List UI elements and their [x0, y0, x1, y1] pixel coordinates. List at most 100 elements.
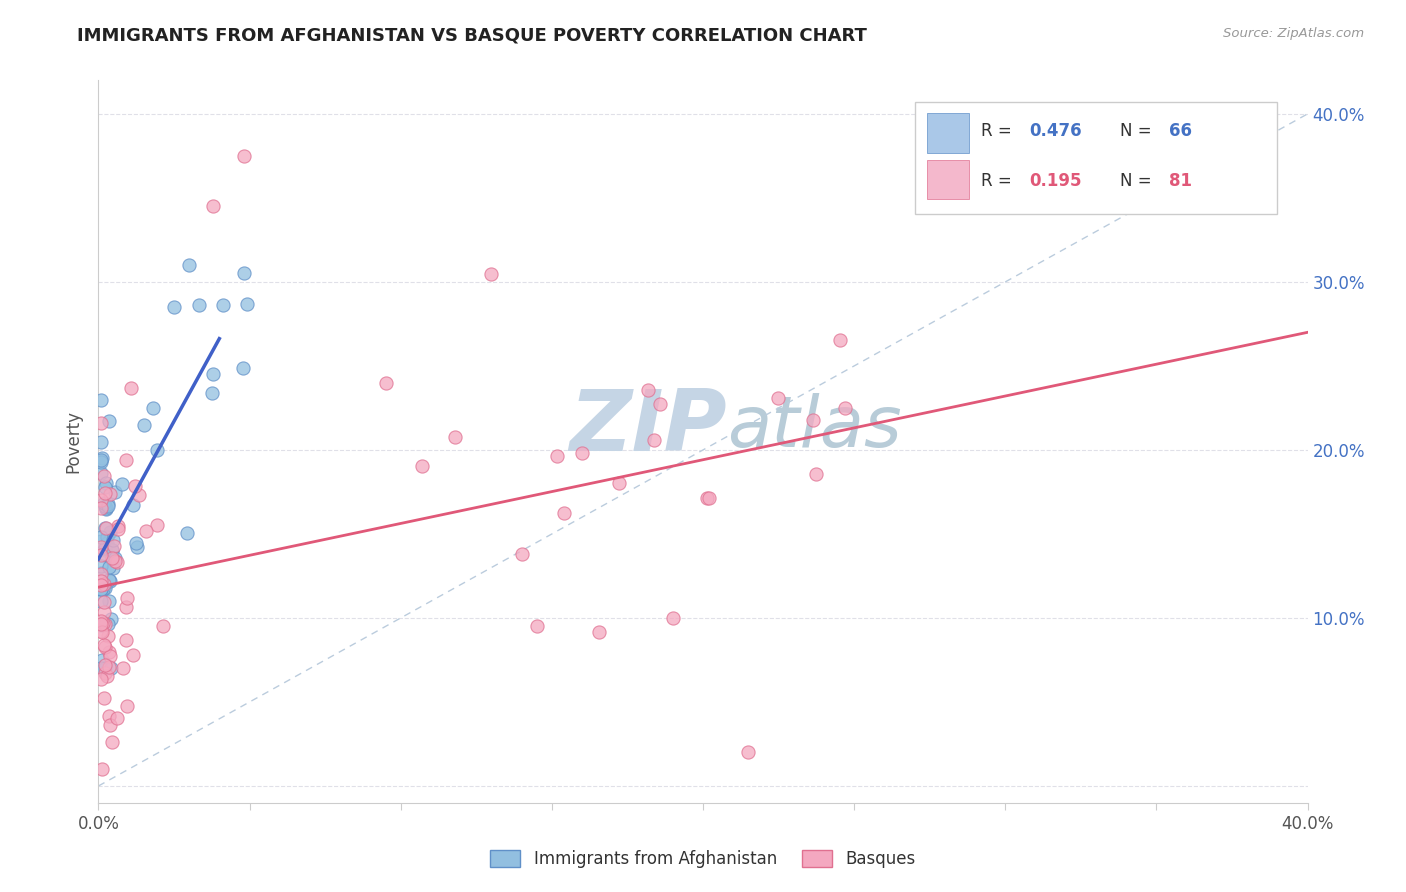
Point [90, 574, 112, 588]
Point [93, 486, 115, 500]
Point [90, 566, 112, 581]
Point [100, 612, 122, 626]
Point [94, 500, 117, 515]
Point [803, 413, 825, 427]
Point [90, 661, 112, 675]
Point [607, 475, 630, 490]
Text: 81: 81 [1168, 172, 1191, 190]
Point [94, 661, 117, 675]
Point [91, 582, 114, 597]
Point [98, 560, 121, 574]
Point [236, 297, 259, 311]
Point [697, 491, 720, 505]
Point [93, 638, 115, 652]
Point [105, 711, 128, 725]
Point [98, 718, 121, 732]
Point [93, 605, 115, 619]
Point [94, 541, 117, 556]
Point [696, 491, 718, 506]
Point [101, 542, 124, 557]
Point [571, 446, 593, 460]
Point [103, 539, 125, 553]
Point [93, 666, 115, 681]
Point [90, 617, 112, 632]
Point [125, 535, 148, 549]
Point [94, 658, 117, 673]
Point [163, 300, 186, 314]
Point [90, 548, 112, 562]
Point [97, 594, 120, 608]
Point [90, 582, 112, 596]
Point [97, 629, 120, 643]
Text: Source: ZipAtlas.com: Source: ZipAtlas.com [1223, 27, 1364, 40]
Point [120, 381, 142, 395]
Point [187, 298, 209, 312]
Point [834, 401, 856, 416]
Point [115, 599, 138, 614]
Point [114, 453, 136, 467]
Point [145, 518, 167, 533]
Point [98, 645, 121, 659]
Point [93, 549, 115, 563]
Point [135, 524, 157, 539]
Point [122, 498, 145, 512]
Point [90, 493, 112, 508]
Y-axis label: Poverty: Poverty [65, 410, 83, 473]
Point [94, 500, 117, 514]
Point [90, 673, 112, 687]
Point [481, 267, 503, 281]
Point [96, 669, 118, 683]
Point [588, 624, 610, 639]
Point [98, 487, 121, 501]
Point [766, 391, 789, 405]
Text: ZIP: ZIP [569, 385, 727, 468]
Point [101, 533, 124, 548]
Point [179, 258, 201, 272]
Point [90, 624, 112, 639]
Point [152, 619, 174, 633]
Point [98, 525, 121, 540]
Point [90, 454, 112, 468]
Text: 0.195: 0.195 [1029, 172, 1083, 190]
Point [91, 615, 114, 630]
Point [90, 614, 112, 628]
Point [233, 266, 256, 280]
Text: 66: 66 [1168, 122, 1191, 140]
Bar [927, 112, 969, 153]
Text: R =: R = [981, 172, 1017, 190]
Point [97, 616, 120, 631]
Point [101, 551, 124, 566]
Point [661, 611, 683, 625]
Point [90, 617, 112, 632]
Point [91, 451, 114, 466]
Point [444, 430, 467, 444]
Point [232, 149, 254, 163]
Point [202, 368, 225, 382]
Point [546, 449, 568, 463]
Bar [927, 160, 969, 200]
Point [176, 526, 198, 541]
Point [100, 661, 122, 675]
Point [90, 540, 112, 554]
Point [90, 594, 112, 608]
Point [115, 698, 138, 713]
Point [553, 506, 575, 520]
Point [104, 551, 127, 566]
Point [114, 632, 136, 647]
Point [90, 434, 112, 449]
Point [97, 573, 120, 587]
Point [105, 555, 128, 569]
Text: atlas: atlas [727, 392, 901, 461]
Text: IMMIGRANTS FROM AFGHANISTAN VS BASQUE POVERTY CORRELATION CHART: IMMIGRANTS FROM AFGHANISTAN VS BASQUE PO… [77, 27, 868, 45]
Point [90, 453, 112, 467]
Point [96, 536, 118, 550]
Point [96, 497, 118, 511]
Point [201, 385, 224, 400]
Point [637, 384, 659, 398]
Legend: Immigrants from Afghanistan, Basques: Immigrants from Afghanistan, Basques [484, 843, 922, 875]
Text: 0.476: 0.476 [1029, 122, 1083, 140]
Point [93, 595, 115, 609]
Point [104, 554, 127, 568]
Point [90, 416, 112, 430]
Point [104, 484, 127, 499]
